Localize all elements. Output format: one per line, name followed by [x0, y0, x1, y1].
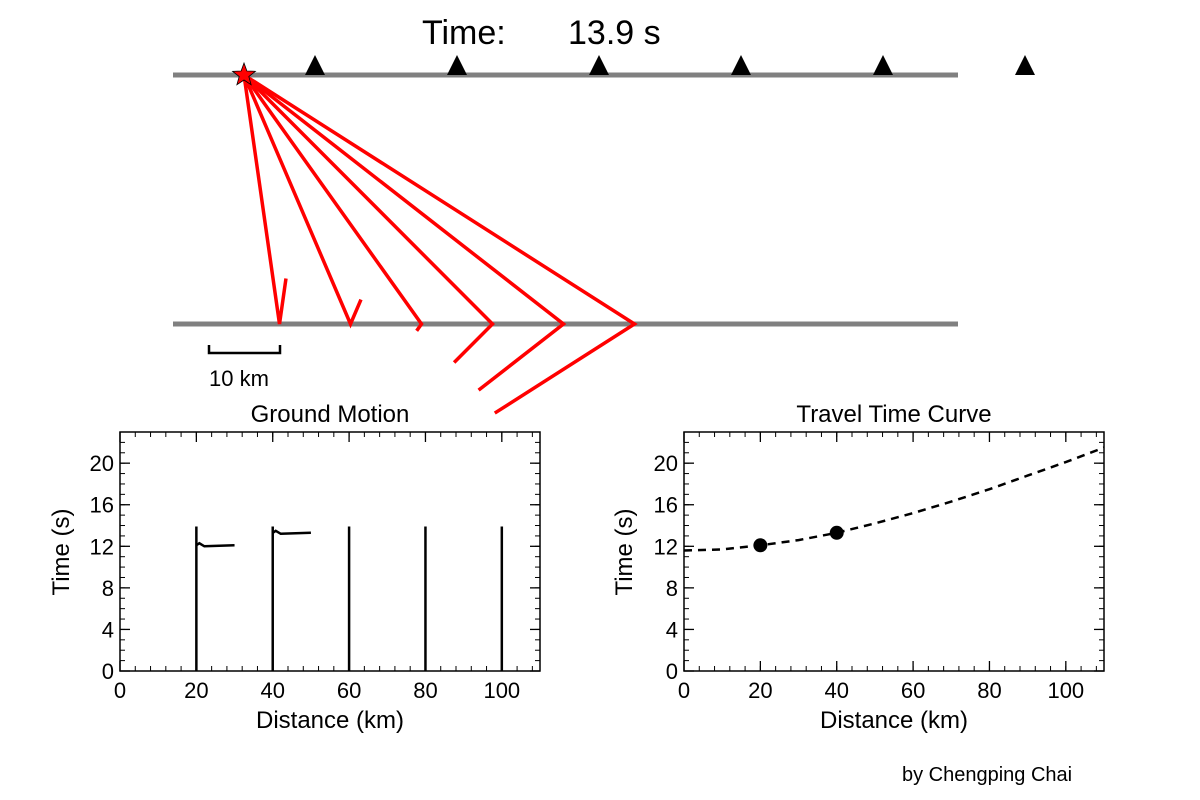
- x-tick-label: 100: [483, 678, 520, 703]
- x-tick-label: 0: [114, 678, 126, 703]
- x-tick-label: 20: [748, 678, 772, 703]
- credit-text: by Chengping Chai: [902, 764, 1073, 786]
- ray-path: [242, 74, 288, 325]
- scale-bar: [207, 345, 282, 355]
- y-tick-label: 16: [654, 493, 678, 518]
- ray-path: [242, 73, 495, 364]
- y-tick-label: 8: [102, 576, 114, 601]
- y-tick-label: 0: [666, 659, 678, 684]
- x-tick-label: 40: [260, 678, 284, 703]
- seismogram-pulse: [195, 541, 235, 548]
- x-tick-label: 40: [824, 678, 848, 703]
- station-triangle-icon: [305, 55, 325, 75]
- ray-path: [243, 73, 638, 415]
- y-tick-label: 12: [654, 534, 678, 559]
- travel-time-ylabel: Time (s): [611, 508, 638, 596]
- y-tick-label: 4: [102, 617, 114, 642]
- plot-frame: [683, 431, 1105, 672]
- y-tick-label: 16: [90, 493, 114, 518]
- time-value: 13.9 s: [568, 14, 661, 52]
- x-tick-label: 0: [678, 678, 690, 703]
- arrival-point: [829, 525, 844, 540]
- x-tick-label: 60: [337, 678, 361, 703]
- travel-time-curve: [683, 446, 1105, 552]
- station-triangle-icon: [873, 55, 893, 75]
- scale-bar-label: 10 km: [209, 366, 269, 391]
- seismogram-pulse: [272, 529, 311, 536]
- y-tick-label: 8: [666, 576, 678, 601]
- x-tick-label: 80: [413, 678, 437, 703]
- station-triangle-icon: [1015, 55, 1035, 75]
- x-tick-label: 60: [901, 678, 925, 703]
- arrival-point: [753, 538, 768, 553]
- station-triangle-icon: [589, 55, 609, 75]
- ground-motion-title: Ground Motion: [250, 401, 410, 428]
- x-tick-label: 100: [1047, 678, 1084, 703]
- y-tick-label: 20: [90, 451, 114, 476]
- source-star-icon: [231, 61, 257, 86]
- travel-time-xlabel: Distance (km): [819, 707, 969, 734]
- y-tick-label: 4: [666, 617, 678, 642]
- y-tick-label: 0: [102, 659, 114, 684]
- station-triangle-icon: [447, 55, 467, 75]
- travel-time-title: Travel Time Curve: [796, 401, 992, 428]
- x-tick-label: 80: [977, 678, 1001, 703]
- time-label: Time:: [422, 14, 506, 52]
- ground-motion-xlabel: Distance (km): [255, 707, 405, 734]
- station-triangle-icon: [731, 55, 751, 75]
- y-tick-label: 20: [654, 451, 678, 476]
- y-tick-label: 12: [90, 534, 114, 559]
- ray-path: [242, 73, 424, 332]
- x-tick-label: 20: [184, 678, 208, 703]
- travel-time-plot: 0 20 40 60 80 100 0 4 8 12 16 20: [654, 431, 1105, 703]
- ground-motion-ylabel: Time (s): [48, 508, 75, 596]
- ray-path: [242, 74, 363, 329]
- ground-motion-plot: 0 20 40 60 80 100 0 4 8 12 16 20: [90, 431, 541, 703]
- ray-path: [242, 73, 567, 392]
- plot-frame: [119, 431, 541, 672]
